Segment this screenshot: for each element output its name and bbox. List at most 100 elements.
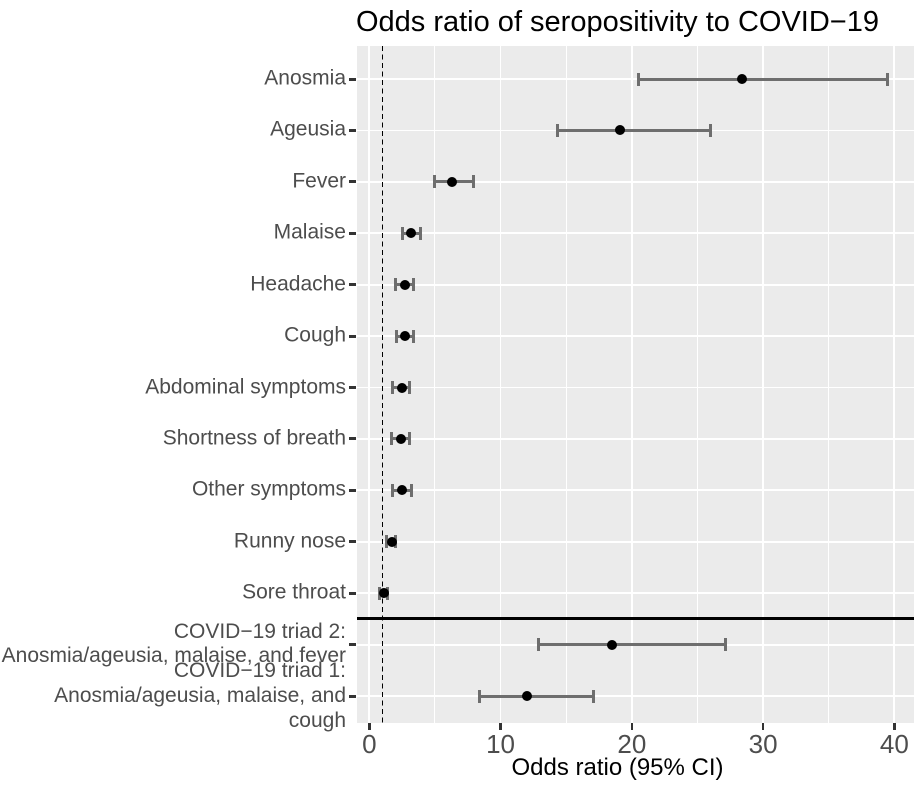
gridline-major-vertical — [893, 46, 896, 723]
y-tick-label: COVID−19 triad 1: Anosmia/ageusia, malai… — [54, 658, 346, 732]
point-estimate — [737, 74, 748, 84]
ci-cap-low — [433, 175, 437, 189]
ci-cap-low — [395, 329, 399, 343]
y-tick — [349, 488, 356, 492]
ci-cap-high — [886, 72, 890, 86]
y-tick-label: COVID−19 triad 2: Anosmia/ageusia, malai… — [1, 619, 346, 668]
reference-line-or-1 — [381, 46, 384, 723]
y-tick — [349, 231, 356, 235]
y-tick-label: Fever — [292, 169, 346, 193]
x-tick-label: 0 — [362, 729, 377, 759]
gridline-major-horizontal — [357, 335, 914, 337]
gridline-major-horizontal — [357, 540, 914, 543]
gridline-major-vertical — [630, 46, 633, 723]
x-tick — [630, 723, 634, 730]
point-estimate — [386, 536, 397, 547]
gridline-major-horizontal — [357, 386, 914, 389]
ci-cap-high — [408, 381, 412, 395]
ci-line — [538, 643, 726, 647]
ci-line — [638, 77, 888, 81]
y-tick — [349, 77, 356, 81]
ci-cap-high — [418, 226, 422, 240]
gridline-minor-vertical — [696, 46, 699, 723]
y-tick — [349, 643, 356, 647]
ci-cap-low — [636, 72, 640, 86]
separator-line — [357, 617, 914, 621]
x-tick — [368, 723, 371, 730]
y-tick-label: Headache — [250, 272, 346, 296]
x-tick-label: 10 — [486, 729, 516, 759]
y-tick-label: Anosmia — [264, 66, 346, 90]
y-tick-label: Sore throat — [242, 580, 346, 604]
y-tick — [349, 128, 356, 132]
x-tick-label: 20 — [617, 729, 647, 759]
ci-cap-high — [471, 175, 475, 189]
point-estimate — [615, 125, 626, 136]
point-estimate — [399, 279, 410, 290]
y-tick — [349, 694, 356, 698]
ci-line — [557, 128, 711, 132]
y-tick — [349, 334, 356, 338]
ci-line — [479, 694, 594, 698]
y-tick — [349, 386, 356, 390]
gridline-major-horizontal — [357, 180, 914, 183]
ci-cap-high — [709, 123, 713, 137]
x-tick — [893, 723, 896, 730]
gridline-major-horizontal — [357, 695, 914, 697]
point-estimate — [397, 485, 408, 496]
plot-panel — [357, 46, 914, 723]
y-tick-label: Shortness of breath — [162, 426, 346, 450]
y-tick — [349, 540, 356, 544]
x-tick — [761, 723, 765, 730]
point-estimate — [607, 639, 618, 650]
point-estimate — [378, 588, 389, 599]
gridline-major-horizontal — [357, 489, 914, 492]
chart-title: Odds ratio of seropositivity to COVID−19 — [355, 6, 880, 38]
gridline-major-horizontal — [357, 283, 914, 286]
ci-cap-low — [555, 123, 559, 137]
ci-cap-high — [409, 483, 413, 497]
ci-cap-high — [412, 278, 416, 292]
y-tick — [349, 283, 356, 287]
x-tick-label: 30 — [748, 729, 778, 759]
y-tick-label: Runny nose — [233, 529, 346, 553]
y-tick-label: Abdominal symptoms — [145, 375, 346, 399]
gridline-major-horizontal — [357, 78, 914, 80]
gridline-major-horizontal — [357, 438, 914, 440]
point-estimate — [399, 331, 410, 342]
gridline-major-vertical — [368, 46, 371, 723]
ci-cap-low — [400, 226, 404, 240]
gridline-minor-vertical — [565, 46, 567, 723]
ci-cap-low — [391, 483, 395, 497]
y-tick-label: Ageusia — [270, 118, 346, 142]
ci-cap-high — [412, 329, 416, 343]
y-tick — [349, 437, 356, 441]
gridline-minor-vertical — [434, 46, 436, 723]
point-estimate — [397, 382, 408, 393]
y-tick — [349, 180, 356, 184]
x-tick-label: 40 — [879, 729, 909, 759]
ci-cap-low — [394, 278, 398, 292]
y-tick-label: Malaise — [273, 220, 346, 244]
gridline-major-horizontal — [357, 592, 914, 595]
ci-cap-high — [723, 638, 727, 652]
point-estimate — [521, 691, 532, 702]
point-estimate — [406, 228, 417, 239]
ci-cap-low — [537, 638, 541, 652]
x-tick — [499, 723, 502, 730]
x-axis-title: Odds ratio (95% CI) — [511, 754, 724, 781]
y-tick — [349, 591, 356, 595]
y-tick-label: Other symptoms — [191, 477, 346, 501]
gridline-minor-vertical — [828, 46, 830, 723]
gridline-major-vertical — [762, 46, 764, 723]
ci-cap-low — [390, 432, 394, 446]
ci-cap-high — [592, 689, 596, 703]
point-estimate — [395, 433, 406, 444]
ci-cap-high — [408, 432, 412, 446]
y-tick-label: Cough — [284, 323, 346, 347]
gridline-major-vertical — [499, 46, 502, 723]
ci-cap-low — [384, 535, 388, 549]
gridline-major-horizontal — [357, 232, 914, 235]
point-estimate — [447, 176, 457, 187]
